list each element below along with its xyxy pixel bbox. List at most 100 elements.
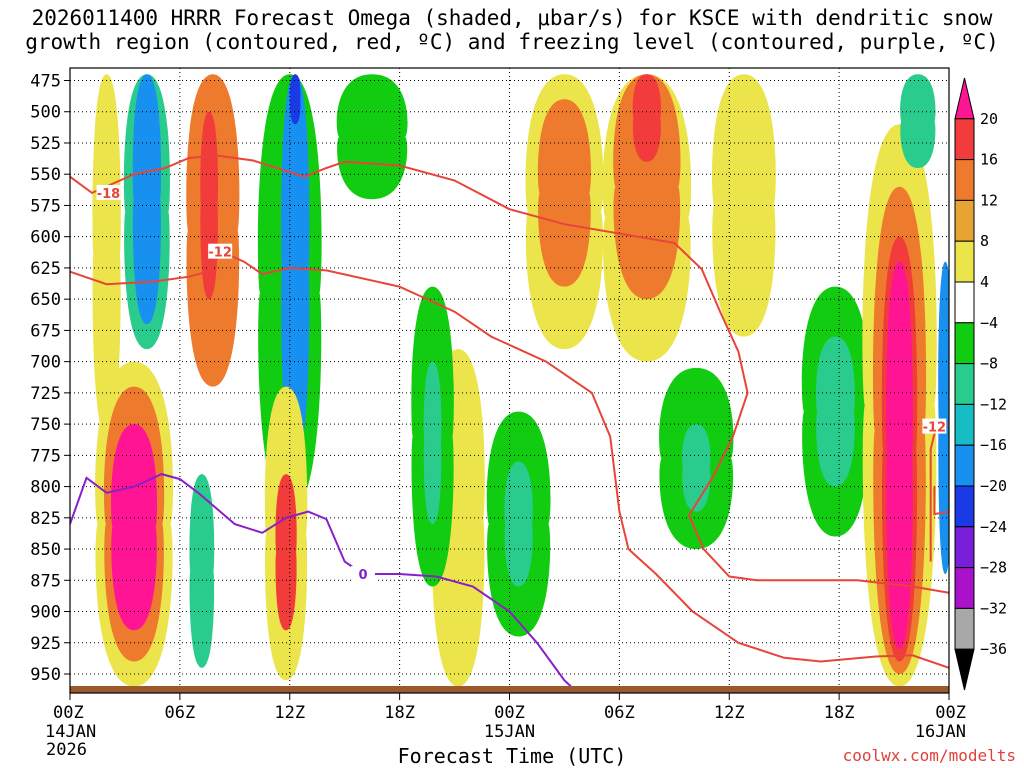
omega-region-35 <box>938 261 949 575</box>
omega-region-14 <box>336 74 408 200</box>
colorbar-bin-12 <box>954 567 975 609</box>
y-tick-label-925: 925 <box>30 634 61 654</box>
colorbar-label-12: −32 <box>980 599 1007 617</box>
y-axis: 475 500 525 550 575 600 625 650 675 700 725 750 775 8… <box>30 71 70 685</box>
dendritic-contour-0 <box>70 154 949 594</box>
omega-region-33 <box>886 261 913 650</box>
freezing-contour-0-label-bg <box>351 566 375 582</box>
colorbar-bin-5 <box>954 281 975 324</box>
x-tick-label-0: 00Z <box>53 703 84 723</box>
y-tick-label-950: 950 <box>30 665 61 685</box>
omega-region-13 <box>275 474 297 631</box>
y-tick-label-625: 625 <box>30 259 61 279</box>
dendritic-contour-2-label: -12 <box>923 421 947 436</box>
colorbar-label-0: 20 <box>980 110 998 128</box>
omega-region-19 <box>504 461 533 587</box>
x-tick-date-4: 15JAN <box>484 722 535 742</box>
colorbar-bin-9 <box>954 444 975 487</box>
y-tick-label-775: 775 <box>30 446 61 466</box>
x-tick-label-7: 18Z <box>824 703 855 723</box>
ground-strip <box>70 686 949 693</box>
y-tick-label-700: 700 <box>30 353 61 373</box>
colorbar-bin-2 <box>954 159 975 201</box>
omega-region-6 <box>189 474 215 668</box>
omega-region-11 <box>289 74 301 125</box>
dendritic-contour-0-label-bg <box>96 184 121 200</box>
colorbar-bin-13 <box>954 607 975 650</box>
omega-region-29 <box>815 336 855 487</box>
omega-region-34 <box>900 74 936 168</box>
colorbar-bin-8 <box>954 403 975 446</box>
colorbar-label-5: −4 <box>980 314 998 332</box>
colorbar-label-11: −28 <box>980 559 1007 577</box>
colorbar-bin-6 <box>954 322 975 365</box>
colorbar-label-6: −8 <box>980 355 998 373</box>
x-tick-label-2: 12Z <box>274 703 305 723</box>
x-tick-label-6: 12Z <box>714 703 745 723</box>
y-tick-label-850: 850 <box>30 540 61 560</box>
y-tick-label-900: 900 <box>30 603 61 623</box>
omega-region-21 <box>537 99 592 287</box>
y-tick-label-675: 675 <box>30 321 61 341</box>
y-tick-label-600: 600 <box>30 228 61 248</box>
contour-lines: -18 -12 -12 0 <box>70 154 949 689</box>
y-tick-label-800: 800 <box>30 478 61 498</box>
colorbar-label-1: 16 <box>980 151 998 169</box>
y-tick-label-475: 475 <box>30 71 61 91</box>
colorbar-label-3: 8 <box>980 232 989 250</box>
freezing-contour-0 <box>70 473 575 689</box>
y-tick-label-550: 550 <box>30 165 61 185</box>
y-tick-label-500: 500 <box>30 103 61 123</box>
x-axis-title: Forecast Time (UTC) <box>397 744 627 768</box>
x-tick-label-8: 00Z <box>935 703 966 723</box>
colorbar-bin-14 <box>954 648 975 691</box>
y-tick-label-825: 825 <box>30 509 61 529</box>
x-tick-label-5: 06Z <box>604 703 635 723</box>
dendritic-contour-1-label-bg <box>208 243 233 259</box>
x-tick-date-8: 16JAN <box>915 722 966 742</box>
colorbar-label-10: −24 <box>980 518 1007 536</box>
omega-region-0 <box>92 74 121 437</box>
colorbar-bin-0 <box>954 77 975 120</box>
colorbar-bin-1 <box>954 118 975 161</box>
freezing-contour-0-label: 0 <box>358 568 367 583</box>
omega-region-5 <box>111 424 158 631</box>
x-tick-year-0: 2026 <box>46 740 87 760</box>
y-tick-label-750: 750 <box>30 415 61 435</box>
omega-region-27 <box>712 74 776 337</box>
omega-region-26 <box>682 424 711 512</box>
x-tick-label-1: 06Z <box>165 703 196 723</box>
colorbar-bin-10 <box>954 485 975 528</box>
colorbar-bin-11 <box>954 526 975 569</box>
x-tick-label-3: 18Z <box>384 703 415 723</box>
colorbar-label-13: −36 <box>980 640 1007 658</box>
chart-title: 2026011400 HRRR Forecast Omega (shaded, … <box>25 6 999 54</box>
dendritic-contour-3 <box>933 486 949 516</box>
y-tick-label-575: 575 <box>30 196 61 216</box>
omega-region-23 <box>613 74 681 300</box>
dendritic-contour-0-label: -18 <box>97 187 121 202</box>
y-tick-label-875: 875 <box>30 571 61 591</box>
colorbar-label-8: −16 <box>980 436 1007 454</box>
dendritic-contour-2-label-bg <box>922 418 947 434</box>
y-tick-label-525: 525 <box>30 134 61 154</box>
credit-text: coolwx.com/modelts <box>842 746 1016 765</box>
colorbar: 20 16 12 8 4 −4 −8 −12 −16 −20 −24 −28 −32 −36 <box>954 77 1007 691</box>
y-tick-label-725: 725 <box>30 384 61 404</box>
colorbar-label-4: 4 <box>980 273 989 291</box>
colorbar-bin-7 <box>954 363 975 405</box>
dendritic-contour-1 <box>70 250 949 669</box>
colorbar-label-9: −20 <box>980 477 1007 495</box>
omega-region-17 <box>423 361 442 525</box>
x-tick-label-4: 00Z <box>494 703 525 723</box>
dendritic-contour-1-label: -12 <box>208 246 232 261</box>
colorbar-label-7: −12 <box>980 395 1007 413</box>
omega-region-2 <box>132 74 162 325</box>
colorbar-label-2: 12 <box>980 191 998 209</box>
x-tick-date-0: 14JAN <box>45 722 96 742</box>
omega-region-24 <box>632 74 662 162</box>
y-tick-label-650: 650 <box>30 290 61 310</box>
colorbar-bin-3 <box>954 199 975 242</box>
